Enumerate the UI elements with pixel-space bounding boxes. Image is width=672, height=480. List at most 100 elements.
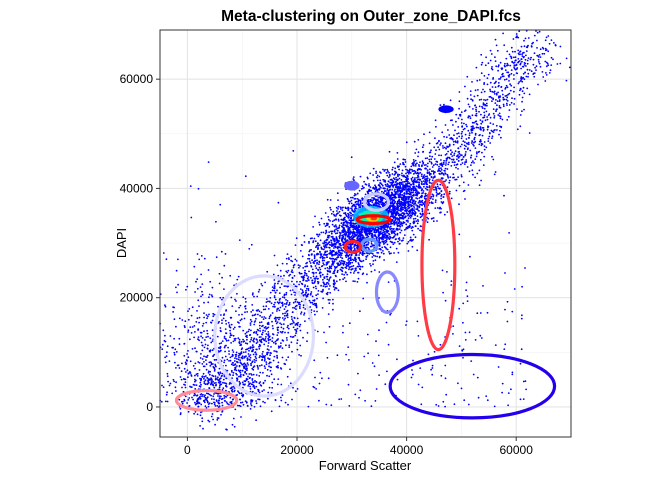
data-point <box>382 250 384 252</box>
data-point <box>276 289 278 292</box>
data-point <box>268 315 271 318</box>
data-point <box>421 160 424 163</box>
data-point <box>416 249 419 252</box>
data-point <box>495 80 497 83</box>
data-point <box>361 234 364 237</box>
data-point <box>478 150 481 153</box>
data-point <box>281 296 284 298</box>
data-point <box>413 209 415 212</box>
data-point <box>472 143 474 146</box>
data-point <box>330 265 333 268</box>
data-point <box>485 102 488 105</box>
data-point <box>273 289 276 292</box>
data-point <box>390 210 393 213</box>
data-point <box>478 110 480 113</box>
data-point <box>306 340 308 343</box>
data-point <box>390 222 393 225</box>
data-point <box>294 258 297 261</box>
data-point <box>332 302 334 305</box>
data-point <box>271 320 273 323</box>
data-point <box>356 237 359 240</box>
data-point <box>201 358 204 360</box>
data-point <box>414 163 417 166</box>
data-point <box>227 321 230 324</box>
data-point <box>326 273 329 275</box>
data-point <box>318 221 320 224</box>
data-point <box>250 338 253 341</box>
data-point <box>470 142 473 144</box>
data-point <box>403 221 406 224</box>
data-point <box>313 299 316 301</box>
data-point <box>475 110 478 113</box>
data-point <box>269 369 272 372</box>
data-point <box>216 417 219 419</box>
data-point <box>483 114 486 117</box>
data-point <box>418 184 420 187</box>
data-point <box>538 54 541 56</box>
data-point <box>321 248 324 250</box>
data-point <box>259 405 262 408</box>
data-point <box>423 185 425 188</box>
data-point <box>290 315 293 318</box>
data-point <box>397 251 400 254</box>
data-point <box>276 321 279 323</box>
data-point <box>430 173 432 175</box>
data-point <box>312 286 315 289</box>
data-point <box>545 65 548 68</box>
data-point <box>379 185 381 188</box>
data-point <box>448 161 450 164</box>
data-point <box>303 312 306 315</box>
data-point <box>224 328 227 330</box>
data-point <box>339 268 342 271</box>
data-point <box>255 353 257 356</box>
data-point <box>391 168 394 171</box>
data-point <box>287 269 290 272</box>
data-point <box>345 265 348 268</box>
data-point <box>468 132 471 135</box>
data-point <box>509 104 511 106</box>
data-point <box>366 252 369 255</box>
data-point <box>323 246 326 249</box>
data-point <box>214 423 217 426</box>
data-point <box>234 408 237 411</box>
data-point <box>311 268 314 271</box>
data-point <box>514 56 517 59</box>
data-point <box>473 95 476 98</box>
data-point <box>394 188 396 191</box>
data-point <box>513 78 515 80</box>
data-point <box>371 232 373 235</box>
data-point <box>477 126 480 129</box>
data-point <box>347 259 349 261</box>
data-point <box>349 271 352 274</box>
data-point <box>442 145 444 147</box>
data-point <box>394 193 396 196</box>
data-point <box>322 297 324 300</box>
data-point <box>331 260 334 263</box>
data-point <box>480 128 482 131</box>
data-point <box>313 262 315 265</box>
data-point <box>337 218 340 221</box>
data-point <box>176 291 178 294</box>
data-point <box>522 76 524 79</box>
data-point <box>439 187 441 190</box>
data-point <box>202 427 204 430</box>
data-point <box>371 229 373 232</box>
data-point <box>269 297 272 299</box>
data-point <box>361 251 364 254</box>
data-point <box>432 198 434 201</box>
data-point <box>530 56 532 59</box>
data-point <box>436 142 439 144</box>
data-point <box>326 269 329 272</box>
data-point <box>405 223 408 226</box>
data-point <box>404 186 407 189</box>
data-point <box>428 131 431 134</box>
data-point <box>319 253 322 255</box>
data-point <box>360 233 363 235</box>
data-point <box>317 293 319 295</box>
data-point <box>288 344 291 347</box>
data-point <box>313 250 315 253</box>
data-point <box>395 179 398 181</box>
data-point <box>505 94 508 97</box>
data-point <box>370 242 373 245</box>
data-point <box>264 358 266 360</box>
